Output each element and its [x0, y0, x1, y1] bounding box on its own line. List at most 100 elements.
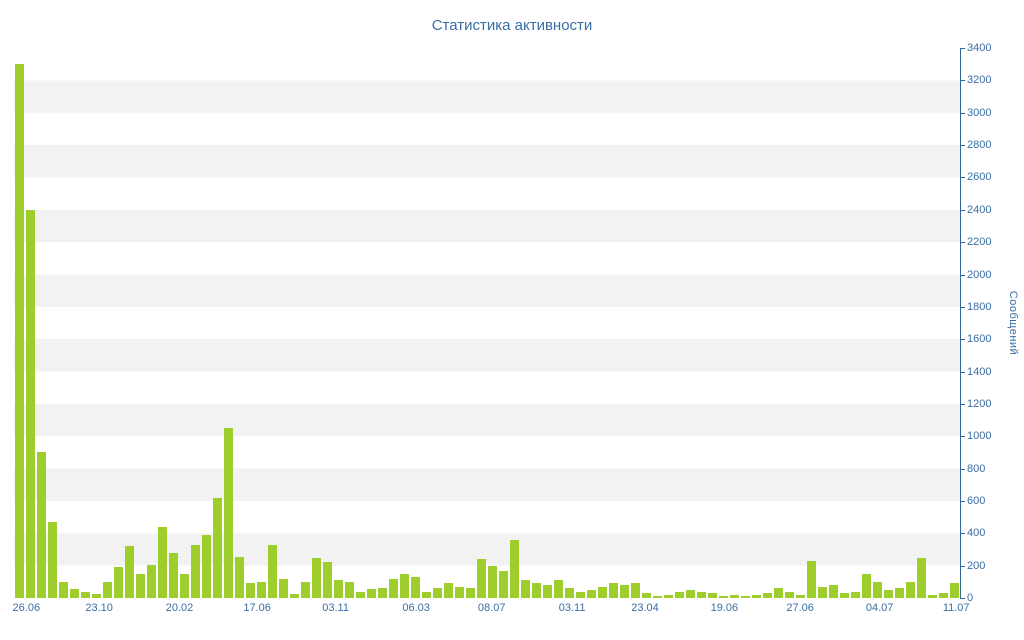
bar	[147, 564, 156, 598]
y-axis-tick-mark	[961, 371, 965, 373]
x-axis-label: 03.11	[322, 602, 349, 614]
y-axis-tick-mark	[961, 209, 965, 211]
bar	[763, 593, 772, 598]
bar	[70, 589, 79, 598]
y-axis-tick-label: 2200	[967, 236, 992, 249]
bar	[477, 559, 486, 598]
bar	[631, 583, 640, 598]
bar	[103, 581, 112, 598]
y-axis-tick-label: 800	[967, 462, 986, 475]
y-axis-tick-mark	[961, 177, 965, 179]
bar	[389, 578, 398, 598]
y-axis-tick-mark	[961, 565, 965, 567]
bar	[565, 588, 574, 598]
bar	[675, 591, 684, 598]
bar	[609, 583, 618, 598]
bar	[862, 573, 871, 598]
bar	[180, 573, 189, 598]
y-axis-tick-mark	[961, 112, 965, 114]
y-axis-tick-label: 3200	[967, 74, 992, 87]
x-axis-label: 03.11	[558, 602, 586, 614]
bar	[257, 581, 266, 598]
bar	[796, 594, 805, 598]
y-axis-tick-label: 200	[967, 559, 986, 572]
y-axis-tick-mark	[961, 403, 965, 405]
x-axis-label: 08.07	[477, 602, 506, 614]
bar	[334, 580, 343, 598]
bar	[906, 581, 915, 598]
y-axis-tick-label: 2000	[967, 268, 992, 281]
bar	[741, 596, 750, 598]
y-axis-tick-label: 3400	[967, 42, 992, 54]
bar	[664, 594, 673, 598]
bar	[290, 593, 299, 598]
y-axis-tick-mark	[961, 145, 965, 147]
bar	[697, 591, 706, 598]
y-axis-tick-mark	[961, 339, 965, 341]
bar	[323, 562, 332, 598]
y-axis-line	[960, 48, 961, 599]
bar	[37, 452, 46, 598]
bar	[466, 588, 475, 598]
bar	[191, 544, 200, 598]
x-axis-labels: 26.06 23.10 20.02 17.06 03.11 06.03 08.07 03.11…	[12, 602, 970, 616]
bar	[444, 583, 453, 598]
bar	[510, 539, 519, 598]
bar	[895, 588, 904, 598]
y-axis-tick-mark	[961, 598, 965, 599]
bar	[752, 594, 761, 598]
bar	[268, 544, 277, 598]
y-axis-tick-label: 2600	[967, 171, 992, 184]
bar	[554, 580, 563, 598]
bar	[774, 588, 783, 598]
bar	[576, 591, 585, 598]
y-axis-tick-label: 1200	[967, 397, 992, 410]
bar	[884, 589, 893, 598]
x-axis-label: 19.06	[710, 602, 739, 614]
bar	[378, 588, 387, 598]
bar	[532, 583, 541, 598]
bar	[125, 546, 134, 598]
y-axis-title: Сообщений	[1007, 290, 1019, 356]
bar	[917, 557, 926, 598]
y-axis-tick-label: 2800	[967, 139, 992, 152]
bar	[224, 428, 233, 598]
chart-title: Статистика активности	[431, 17, 593, 34]
y-axis-tick-mark	[961, 306, 965, 308]
bar	[345, 581, 354, 598]
y-axis-tick-mark	[961, 80, 965, 82]
y-axis-tick-mark	[961, 468, 965, 470]
bar	[213, 497, 222, 598]
bar	[279, 578, 288, 598]
y-axis-tick-label: 3000	[967, 106, 992, 119]
y-axis-tick-mark	[961, 533, 965, 535]
bar	[411, 576, 420, 598]
y-axis-tick-mark	[961, 500, 965, 502]
plot-area	[14, 48, 960, 598]
bar	[114, 567, 123, 598]
y-axis-tick-mark	[961, 436, 965, 438]
bar	[543, 585, 552, 598]
bar	[433, 588, 442, 598]
x-axis-label: 26.06	[12, 602, 41, 614]
y-axis-tick-label: 1400	[967, 365, 992, 378]
bar	[158, 526, 167, 598]
bar	[235, 556, 244, 598]
y-axis-tick-label: 1600	[967, 333, 992, 346]
bar	[851, 591, 860, 598]
bar	[653, 596, 662, 598]
bar	[246, 583, 255, 598]
x-axis-label: 11.07	[942, 602, 970, 614]
bar	[26, 209, 35, 598]
bar	[92, 593, 101, 598]
y-axis-tick-label: 1800	[967, 300, 992, 313]
bar	[422, 591, 431, 598]
x-axis-label: 23.10	[85, 602, 113, 614]
bar	[818, 586, 827, 598]
bar	[620, 585, 629, 598]
x-axis-label: 17.06	[243, 602, 271, 614]
bar	[939, 593, 948, 598]
bar	[730, 594, 739, 598]
y-axis-tick-label: 0	[967, 592, 974, 604]
bar	[521, 580, 530, 598]
